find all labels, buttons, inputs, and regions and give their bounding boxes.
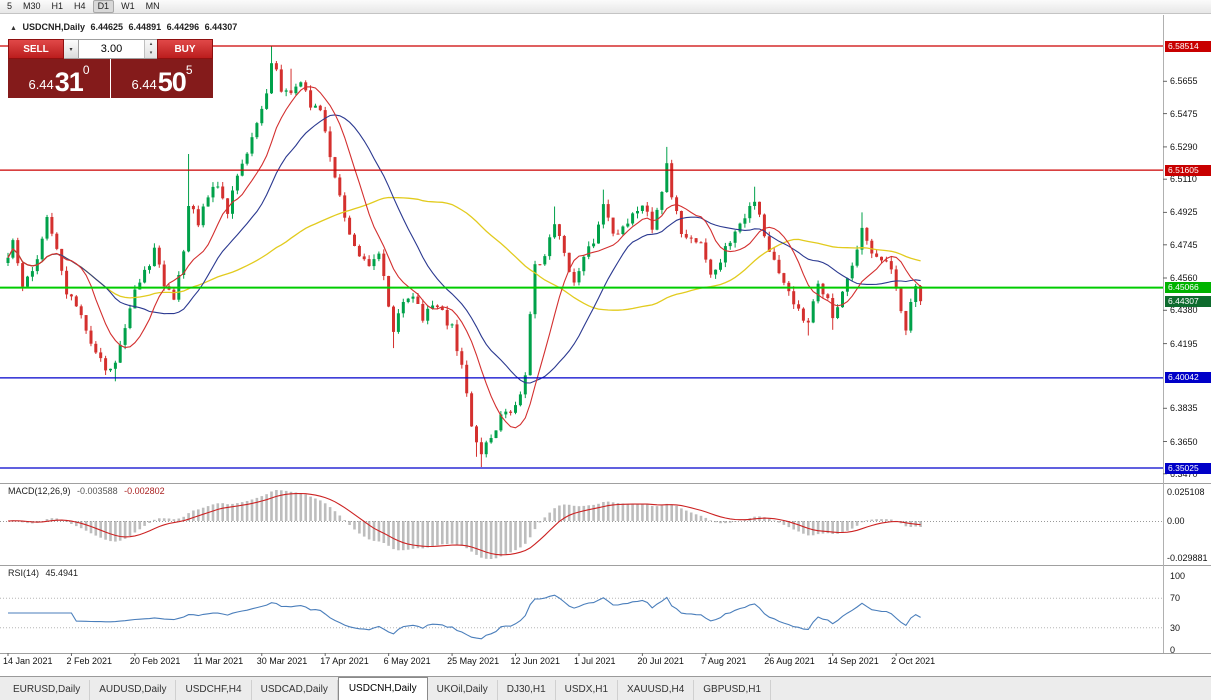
chart-tab-ukoil[interactable]: UKOil,Daily (428, 680, 498, 700)
sell-price-quote[interactable]: 6.44 31 0 (8, 59, 110, 98)
chart-tab-usdcnh[interactable]: USDCNH,Daily (337, 677, 428, 700)
chart-ohlc-header: ▲ USDCNH,Daily 6.44625 6.44891 6.44296 6… (10, 22, 240, 32)
chart-tab-usdx[interactable]: USDX,H1 (556, 680, 619, 700)
bid-ask-quote-row: 6.44 31 0 6.44 50 5 (8, 59, 213, 98)
macd-main-value: -0.003588 (77, 486, 118, 496)
chart-tab-xauusd[interactable]: XAUUSD,H4 (618, 680, 695, 700)
ohlc-close: 6.44307 (204, 22, 238, 32)
macd-indicator-label: MACD(12,26,9) -0.003588 -0.002802 (8, 486, 169, 496)
volume-increase-button[interactable]: ▴ (149, 41, 153, 47)
ohlc-open: 6.44625 (90, 22, 124, 32)
one-click-trading-panel: SELL ▾ ▴ ▾ BUY 6.44 31 0 6.44 50 (8, 39, 213, 98)
chart-tab-bar: EURUSD,Daily AUDUSD,Daily USDCHF,H4 USDCAD,… (0, 676, 1211, 700)
macd-signal-value: -0.002802 (124, 486, 165, 496)
rsi-name: RSI(14) (8, 568, 40, 578)
buy-price-big: 50 (157, 67, 187, 97)
timeframe-button-m30[interactable]: M30 (23, 1, 41, 11)
buy-button[interactable]: BUY (157, 39, 213, 59)
chart-symbol-period: USDCNH,Daily (22, 22, 85, 32)
rsi-line (8, 594, 921, 640)
chevron-down-icon: ▾ (69, 46, 73, 53)
price-axis[interactable] (1164, 14, 1211, 654)
timeframe-button-h1[interactable]: H1 (51, 1, 64, 11)
ma-mid-line (7, 114, 921, 384)
timeframe-button-w1[interactable]: W1 (121, 1, 135, 11)
volume-spinner: ▴ ▾ (144, 40, 157, 58)
ma-fast-line (7, 86, 921, 429)
volume-dropdown-button[interactable]: ▾ (64, 39, 79, 59)
ma-slow-line (7, 196, 921, 311)
timeframe-button-d1[interactable]: D1 (92, 0, 115, 13)
macd-name: MACD(12,26,9) (8, 486, 71, 496)
collapse-panel-icon[interactable]: ▲ (10, 25, 17, 32)
sell-price-big: 31 (54, 67, 84, 97)
buy-price-quote[interactable]: 6.44 50 5 (111, 59, 213, 98)
sell-button[interactable]: SELL (8, 39, 64, 59)
volume-box: ▴ ▾ (79, 39, 157, 59)
volume-input[interactable] (79, 40, 144, 58)
sell-price-sup: 0 (82, 63, 90, 77)
buy-price-sup: 5 (185, 63, 193, 77)
trade-controls-row: SELL ▾ ▴ ▾ BUY (8, 39, 213, 59)
chart-tab-gbpusd[interactable]: GBPUSD,H1 (694, 680, 772, 700)
sell-price-prefix: 6.44 (28, 77, 54, 92)
timeframe-button-h4[interactable]: H4 (74, 1, 86, 11)
ohlc-low: 6.44296 (166, 22, 200, 32)
chart-tab-audusd[interactable]: AUDUSD,Daily (90, 680, 177, 700)
macd-signal-line (7, 492, 921, 556)
chart-tab-usdcad[interactable]: USDCAD,Daily (252, 680, 338, 700)
timeframe-toolbar: 5 M30 H1 H4 D1 W1 MN (0, 0, 1211, 14)
rsi-indicator-label: RSI(14) 45.4941 (8, 568, 82, 578)
chart-tab-dj30[interactable]: DJ30,H1 (498, 680, 556, 700)
buy-price-prefix: 6.44 (131, 77, 157, 92)
timeframe-button-5[interactable]: 5 (7, 1, 13, 11)
rsi-value: 45.4941 (45, 568, 79, 578)
chart-tab-eurusd[interactable]: EURUSD,Daily (4, 680, 91, 700)
timeframe-button-mn[interactable]: MN (145, 1, 160, 11)
ohlc-high: 6.44891 (128, 22, 162, 32)
volume-decrease-button[interactable]: ▾ (149, 50, 153, 56)
chart-tab-usdchf[interactable]: USDCHF,H4 (176, 680, 252, 700)
